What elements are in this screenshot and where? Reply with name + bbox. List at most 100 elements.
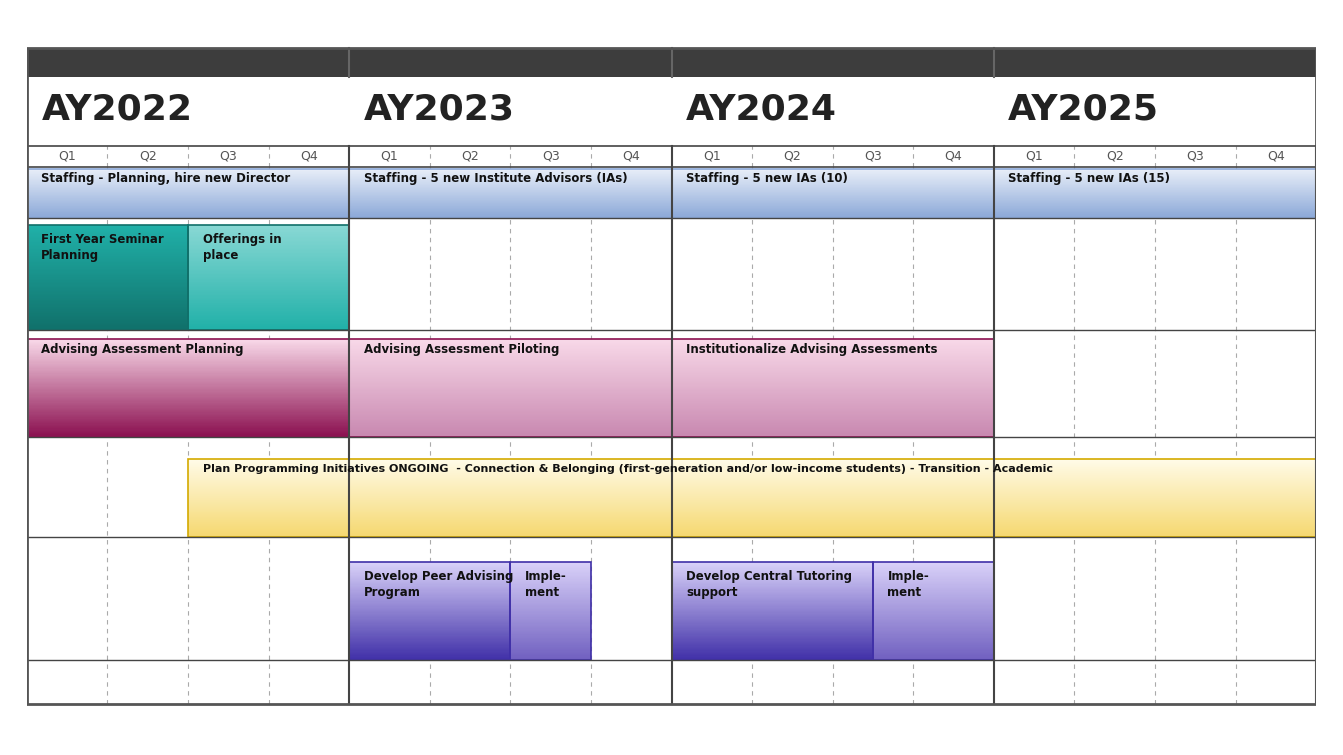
Bar <box>510 659 591 660</box>
Bar <box>349 598 510 599</box>
Bar <box>873 655 994 657</box>
Bar <box>27 339 349 341</box>
Bar <box>672 365 994 366</box>
Bar <box>672 427 994 428</box>
Bar <box>188 502 1316 503</box>
Bar <box>349 608 510 609</box>
Bar <box>188 296 349 297</box>
Bar <box>510 621 591 622</box>
Bar <box>188 507 1316 509</box>
Bar <box>27 306 188 307</box>
Bar <box>672 626 873 627</box>
Bar <box>873 636 994 637</box>
Bar <box>510 627 591 628</box>
Bar <box>672 382 994 383</box>
Bar <box>27 365 349 366</box>
Bar <box>672 620 873 621</box>
Bar <box>188 497 1316 498</box>
Bar <box>349 616 510 618</box>
Bar <box>188 308 349 310</box>
Bar <box>349 416 672 418</box>
Bar <box>349 433 672 434</box>
Bar <box>672 634 873 636</box>
Bar <box>672 609 873 610</box>
Bar <box>672 416 994 418</box>
Bar <box>672 387 994 388</box>
Bar <box>672 621 873 622</box>
Bar <box>27 329 188 331</box>
Bar <box>27 354 349 355</box>
Bar <box>27 412 349 414</box>
Bar <box>27 371 349 372</box>
Bar <box>188 481 1316 482</box>
Bar <box>188 492 1316 493</box>
Bar <box>672 618 873 620</box>
Bar <box>510 612 591 614</box>
Text: AY2024: AY2024 <box>686 92 837 126</box>
Bar <box>27 313 188 315</box>
Bar <box>27 319 188 320</box>
Bar <box>27 418 349 420</box>
Bar <box>188 254 349 255</box>
Bar <box>672 432 994 433</box>
Bar <box>188 316 349 317</box>
Bar <box>188 292 349 294</box>
Bar <box>873 633 994 634</box>
Bar <box>672 398 994 399</box>
Bar <box>27 398 349 399</box>
Bar <box>349 627 510 628</box>
Bar <box>188 473 1316 474</box>
Bar <box>349 398 672 399</box>
Bar <box>349 351 672 353</box>
Bar <box>188 476 1316 477</box>
Bar <box>27 366 349 367</box>
Bar <box>349 643 510 644</box>
Bar <box>672 380 994 381</box>
Bar <box>188 244 349 245</box>
Bar <box>349 411 672 412</box>
Bar <box>672 636 873 637</box>
Bar <box>27 356 349 357</box>
Bar <box>27 411 349 412</box>
Bar <box>188 478 1316 479</box>
Bar <box>27 359 349 360</box>
Bar <box>188 262 349 263</box>
Bar <box>672 600 873 602</box>
Bar <box>672 362 994 364</box>
Bar <box>349 596 510 598</box>
Bar <box>27 370 349 371</box>
Bar <box>873 593 994 594</box>
Bar <box>349 655 510 657</box>
Bar <box>349 399 672 400</box>
Text: Q3: Q3 <box>864 150 882 163</box>
Bar <box>27 257 188 258</box>
Bar <box>672 339 994 341</box>
Bar <box>510 616 591 618</box>
Bar <box>188 315 349 316</box>
Bar <box>873 609 994 610</box>
Bar <box>510 634 591 636</box>
Bar <box>188 300 349 301</box>
Bar <box>188 253 349 254</box>
Bar <box>188 491 1316 492</box>
Bar <box>672 377 994 378</box>
Bar <box>873 570 994 571</box>
Text: Q2: Q2 <box>1105 150 1124 163</box>
Bar <box>873 588 994 589</box>
Bar <box>188 459 1316 460</box>
Bar <box>27 406 349 408</box>
Bar <box>510 637 591 638</box>
Bar <box>27 416 349 418</box>
Bar <box>672 639 873 640</box>
Bar <box>188 479 1316 480</box>
Bar <box>27 326 188 328</box>
Bar <box>188 249 349 250</box>
Bar <box>873 648 994 649</box>
Bar <box>27 430 349 431</box>
Bar <box>27 279 188 280</box>
Bar <box>672 356 994 357</box>
Bar <box>188 490 1316 491</box>
Bar <box>188 501 1316 502</box>
Bar <box>672 359 994 360</box>
Bar <box>873 590 994 592</box>
